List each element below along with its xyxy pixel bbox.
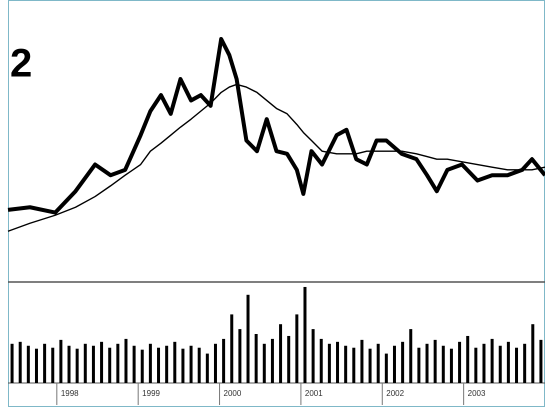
volume-bar [26, 345, 30, 383]
x-tick-label: 2002 [386, 389, 404, 398]
volume-bar [449, 348, 453, 383]
volume-bar [254, 334, 258, 383]
volume-bar [458, 341, 462, 383]
volume-bar [43, 343, 47, 383]
volume-bar [205, 353, 209, 383]
volume-bar [197, 347, 201, 383]
volume-bar [246, 294, 250, 383]
volume-bar [100, 341, 104, 383]
volume-bar [441, 345, 445, 383]
volume-bar [124, 338, 128, 383]
volume-bar [67, 345, 71, 383]
volume-bar [287, 335, 291, 383]
volume-bar [189, 345, 193, 383]
volume-bar [165, 345, 169, 383]
volume-bar [262, 343, 266, 383]
x-tick-label: 1998 [61, 389, 79, 398]
price-line [7, 37, 545, 215]
volume-bar [392, 345, 396, 383]
volume-bar [319, 338, 323, 383]
volume-bar [409, 329, 413, 383]
x-tick-label: 1999 [142, 389, 160, 398]
x-tick-label: 2000 [224, 389, 242, 398]
volume-bar [10, 343, 14, 383]
volume-bar [352, 347, 356, 383]
volume-bar [401, 341, 405, 383]
volume-bar [279, 324, 283, 383]
volume-bar [433, 339, 437, 383]
volume-bar [490, 338, 494, 383]
frame [8, 0, 545, 407]
volume-bar [531, 324, 535, 383]
volume-bar [222, 338, 226, 383]
volume-bar [34, 348, 38, 383]
volume-bar [173, 341, 177, 383]
volume-bar [140, 349, 144, 383]
volume-bar [148, 343, 152, 383]
volume-bar [523, 343, 527, 383]
volume-bar [344, 345, 348, 383]
volume-bar [116, 343, 120, 383]
volume-bar [83, 343, 87, 383]
volume-bar [132, 345, 136, 383]
panel-number: 2 [10, 42, 32, 86]
volume-bar [213, 343, 217, 383]
volume-bar [515, 347, 519, 383]
volume-bar [230, 314, 234, 383]
volume-bar [311, 329, 315, 383]
volume-bar [108, 347, 112, 383]
volume-bar [295, 314, 299, 383]
volume-bar [270, 338, 274, 383]
volume-bar [51, 347, 55, 383]
volume-bar [474, 347, 478, 383]
volume-bar [360, 339, 364, 383]
volume-bar [417, 347, 421, 383]
volume-bar [466, 335, 470, 383]
volume-bar [539, 339, 543, 383]
volume-bar [336, 341, 340, 383]
volume-bar [376, 343, 380, 383]
volume-bar [91, 345, 95, 383]
volume-bar [18, 341, 22, 383]
volume-bar [506, 341, 510, 383]
volume-bar [482, 343, 486, 383]
volume-bar [368, 348, 372, 383]
volume-bar [384, 353, 388, 383]
volume-bar [498, 345, 502, 383]
volume-bar [327, 343, 331, 383]
x-tick-label: 2001 [305, 389, 323, 398]
volume-bar [425, 343, 429, 383]
volume-bar [181, 348, 185, 383]
volume-bar [59, 339, 63, 383]
volume-bar [157, 347, 161, 383]
volume-bar [75, 348, 79, 383]
moving-average-line [7, 83, 545, 232]
volume-bar [303, 286, 307, 383]
x-tick-label: 2003 [468, 389, 486, 398]
volume-bar [238, 329, 242, 383]
